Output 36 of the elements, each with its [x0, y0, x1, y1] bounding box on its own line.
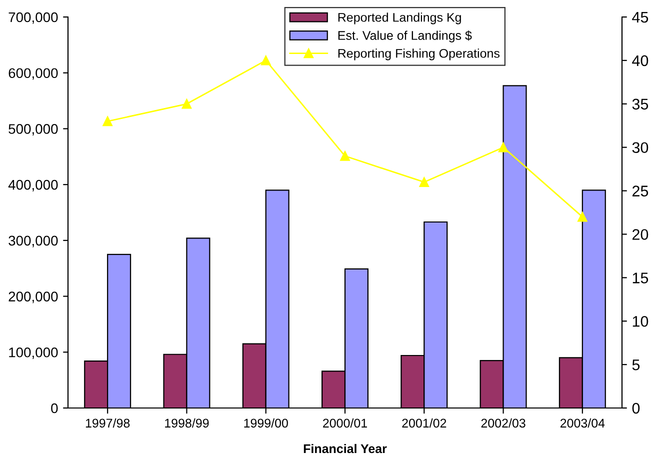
y2-tick-label: 30 — [632, 142, 648, 154]
legend-label: Reported Landings Kg — [338, 12, 461, 24]
y2-tick-label: 0 — [632, 402, 640, 414]
x-tick-label: 2000/01 — [323, 418, 367, 428]
y-tick-label: 300,000 — [8, 236, 58, 248]
y-tick-label: 700,000 — [8, 12, 58, 24]
x-tick-label: 2002/03 — [481, 418, 526, 428]
y2-tick-label: 20 — [632, 229, 648, 240]
point — [578, 212, 588, 222]
y2-tick-label: 25 — [632, 186, 648, 196]
x-tick-label: 2001/02 — [402, 418, 446, 428]
y-tick-label: 400,000 — [8, 180, 58, 192]
x-tick-label: 2003/04 — [560, 418, 605, 428]
y-tick-label: 0 — [51, 403, 58, 414]
y2-tick-label: 45 — [632, 12, 648, 23]
y-tick-label: 500,000 — [8, 124, 58, 136]
point — [340, 151, 350, 161]
legend-label: Reporting Fishing Operations — [338, 48, 500, 60]
y2-tick-label: 15 — [632, 272, 648, 284]
point — [102, 116, 112, 126]
y2-tick-label: 40 — [632, 55, 648, 66]
y2-tick-label: 10 — [632, 316, 648, 327]
legend-label: Est. Value of Landings $ — [338, 30, 472, 42]
x-tick-label: 1999/00 — [244, 418, 288, 428]
y-tick-label: 600,000 — [8, 68, 58, 80]
y2-tick-label: 5 — [632, 360, 640, 370]
x-axis-title: Financial Year — [304, 444, 387, 454]
x-tick-label: 1997/98 — [86, 418, 130, 428]
point — [260, 56, 271, 66]
point — [498, 142, 508, 152]
x-tick-label: 1998/99 — [165, 418, 209, 428]
point — [419, 177, 430, 187]
y2-tick-label: 35 — [632, 98, 648, 110]
y-tick-label: 100,000 — [9, 347, 58, 359]
y-tick-label: 200,000 — [8, 292, 58, 304]
point — [182, 99, 192, 109]
